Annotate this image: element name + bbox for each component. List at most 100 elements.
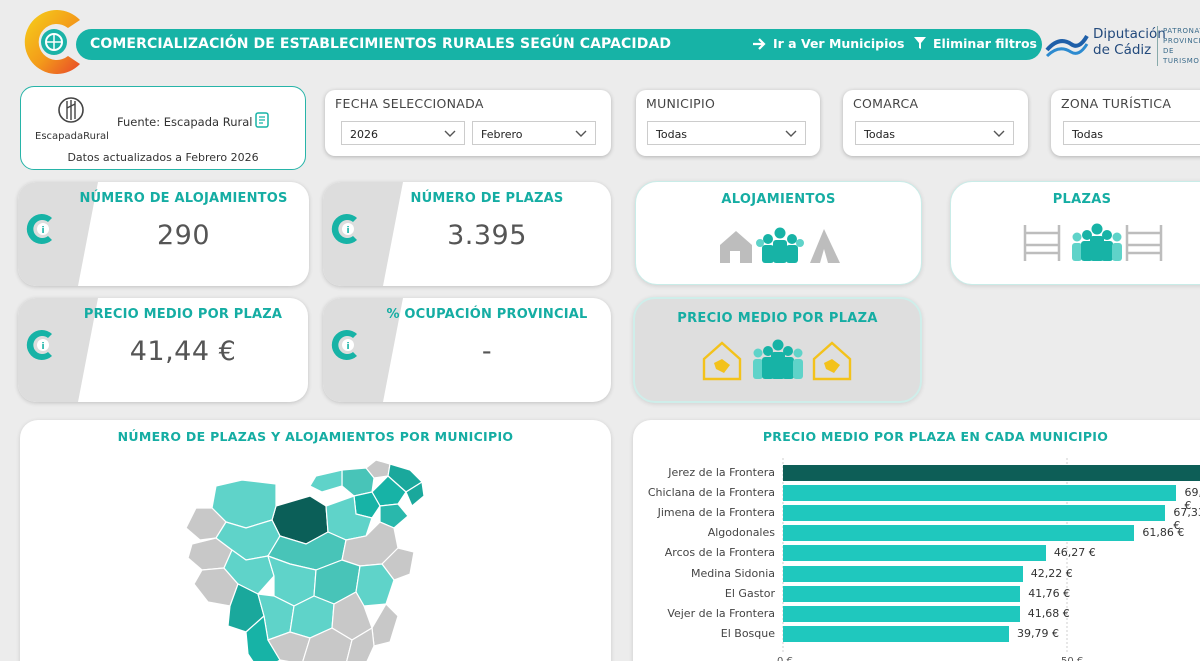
month-select[interactable]: Febrero <box>472 121 596 145</box>
bar-value-label: 39,79 € <box>1017 626 1059 640</box>
filter-icon <box>914 37 926 49</box>
data-updated-text: Datos actualizados a Febrero 2026 <box>67 151 259 164</box>
patronato-line1: PATRONATO <box>1163 27 1200 35</box>
bar-category-label: Medina Sidonia <box>690 566 775 580</box>
source-label: Fuente: Escapada Rural <box>117 115 253 129</box>
kpi-alojamientos-value: 290 <box>156 220 211 251</box>
price-tag-people-icon <box>702 339 852 381</box>
clear-filters-label: Eliminar filtros <box>933 36 1037 51</box>
kpi-plazas: i NÚMERO DE PLAZAS 3.395 <box>323 182 611 286</box>
document-icon[interactable] <box>255 112 269 128</box>
kpi-ocupacion-title: % OCUPACIÓN PROVINCIAL <box>386 307 588 322</box>
bar[interactable] <box>783 585 1021 602</box>
filter-municipio-title: MUNICIPIO <box>646 96 716 111</box>
year-select[interactable]: 2026 <box>341 121 465 145</box>
header-bar: COMERCIALIZACIÓN DE ESTABLECIMIENTOS RUR… <box>76 29 1042 60</box>
patronato-line3: DE TURISMO <box>1163 47 1200 65</box>
cadiz-municipality-map[interactable] <box>176 456 436 661</box>
bar[interactable] <box>783 485 1177 502</box>
go-municipios-label: Ir a Ver Municipios <box>773 36 905 51</box>
plazas-nav-card[interactable]: PLAZAS <box>950 181 1200 285</box>
clear-filters-button[interactable]: Eliminar filtros <box>914 36 1037 51</box>
bar[interactable] <box>783 465 1200 481</box>
chart-title: PRECIO MEDIO POR PLAZA EN CADA MUNICIPIO <box>762 429 1109 444</box>
bar-category-label: Jimena de la Frontera <box>657 506 775 520</box>
kpi-ocupacion-value: - <box>481 336 493 367</box>
filter-zona: ZONA TURÍSTICA Todas <box>1051 90 1200 156</box>
bar-value-label: 46,27 € <box>1053 546 1096 560</box>
filter-comarca: COMARCA Todas <box>843 90 1028 156</box>
bar-value-label: 41,76 € <box>1028 586 1071 600</box>
bar-value-label: 69,27 € <box>1184 486 1200 513</box>
alojamientos-nav-card[interactable]: ALOJAMIENTOS <box>635 181 922 285</box>
source-card: EscapadaRural Fuente: Escapada Rural Dat… <box>20 86 306 170</box>
bar-category-label: Jerez de la Frontera <box>668 466 775 479</box>
kpi-precio: i PRECIO MEDIO POR PLAZA 41,44 € <box>18 298 308 402</box>
zona-select[interactable]: Todas <box>1063 121 1200 145</box>
bar-value-label: 61,86 € <box>1142 526 1185 540</box>
kpi-precio-title: PRECIO MEDIO POR PLAZA <box>83 307 283 322</box>
info-icon[interactable]: i <box>26 212 56 246</box>
kpi-ocupacion: i % OCUPACIÓN PROVINCIAL - <box>323 298 611 402</box>
zona-select-value: Todas <box>1072 128 1104 141</box>
bar-value-label: 67,33 € <box>1173 506 1200 533</box>
bar[interactable] <box>783 565 1023 582</box>
bar-category-label: Algodonales <box>707 526 775 540</box>
diputacion-emblem-icon <box>1045 34 1089 58</box>
bar-category-label: Vejer de la Frontera <box>667 606 775 620</box>
app-logo <box>24 10 80 74</box>
comarca-select[interactable]: Todas <box>855 121 1014 145</box>
svg-text:i: i <box>346 226 349 236</box>
bar-category-label: El Bosque <box>720 626 775 640</box>
svg-text:i: i <box>346 342 349 352</box>
bar[interactable] <box>783 545 1046 562</box>
go-municipios-button[interactable]: Ir a Ver Municipios <box>752 36 904 51</box>
kpi-alojamientos-title: NÚMERO DE ALOJAMIENTOS <box>79 191 288 206</box>
info-icon[interactable]: i <box>331 328 361 362</box>
comarca-select-value: Todas <box>864 128 896 141</box>
x-tick-label: 50 € <box>1061 656 1083 661</box>
info-icon[interactable]: i <box>26 328 56 362</box>
precio-nav-card[interactable]: PRECIO MEDIO POR PLAZA <box>633 297 922 403</box>
chevron-down-icon <box>444 130 456 137</box>
org-name-line1: Diputación <box>1093 26 1166 42</box>
kpi-plazas-value: 3.395 <box>447 220 527 251</box>
municipio-select-value: Todas <box>656 128 688 141</box>
bar[interactable] <box>783 525 1135 542</box>
bar-category-label: Arcos de la Frontera <box>664 546 775 560</box>
x-tick-label: 0 € <box>777 656 793 661</box>
org-name-line2: de Cádiz <box>1093 42 1152 58</box>
bar-category-label: Chiclana de la Frontera <box>647 486 775 500</box>
chevron-down-icon <box>993 130 1005 137</box>
patronato-line2: PROVINCIAL <box>1163 37 1200 45</box>
year-select-value: 2026 <box>350 128 378 141</box>
bar[interactable] <box>783 625 1009 642</box>
accommodation-icon <box>720 227 840 263</box>
filter-municipio: MUNICIPIO Todas <box>636 90 820 156</box>
arrow-right-icon <box>753 37 766 50</box>
escapadarural-logo-text: EscapadaRural <box>35 131 109 142</box>
info-icon[interactable]: i <box>331 212 361 246</box>
plazas-nav-title: PLAZAS <box>1052 192 1112 207</box>
diputacion-logo: Diputación de Cádiz PATRONATO PROVINCIAL… <box>1045 26 1200 66</box>
filter-zona-title: ZONA TURÍSTICA <box>1061 96 1172 111</box>
svg-text:i: i <box>41 226 44 236</box>
filter-fecha: FECHA SELECCIONADA 2026 Febrero <box>325 90 611 156</box>
municipio-select[interactable]: Todas <box>647 121 806 145</box>
beds-people-icon <box>1023 223 1163 261</box>
precio-nav-title: PRECIO MEDIO POR PLAZA <box>677 311 878 326</box>
bar[interactable] <box>783 605 1020 622</box>
price-chart-panel: PRECIO MEDIO POR PLAZA EN CADA MUNICIPIO… <box>633 420 1200 661</box>
chevron-down-icon <box>785 130 797 137</box>
kpi-precio-value: 41,44 € <box>129 336 237 367</box>
map-panel-title: NÚMERO DE PLAZAS Y ALOJAMIENTOS POR MUNI… <box>117 429 514 444</box>
filter-comarca-title: COMARCA <box>853 96 919 111</box>
chevron-down-icon <box>575 130 587 137</box>
kpi-alojamientos: i NÚMERO DE ALOJAMIENTOS 290 <box>18 182 309 286</box>
bar-category-label: El Gastor <box>724 586 775 600</box>
bar-value-label: 42,22 € <box>1030 566 1073 580</box>
page-title: COMERCIALIZACIÓN DE ESTABLECIMIENTOS RUR… <box>90 36 672 52</box>
patronato-text: PATRONATO PROVINCIAL DE TURISMO <box>1157 26 1200 66</box>
svg-text:i: i <box>41 342 44 352</box>
bar[interactable] <box>783 505 1166 522</box>
